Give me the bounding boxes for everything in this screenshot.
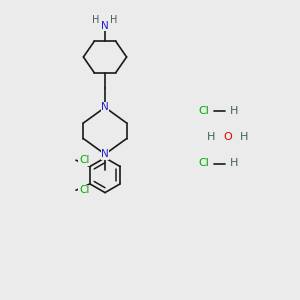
Text: H: H xyxy=(207,131,216,142)
Text: H: H xyxy=(240,131,249,142)
Text: H: H xyxy=(110,15,118,26)
Text: H: H xyxy=(230,106,238,116)
Text: N: N xyxy=(101,149,109,159)
Text: N: N xyxy=(101,21,109,31)
Text: Cl: Cl xyxy=(79,185,89,195)
Text: H: H xyxy=(92,15,100,26)
Text: Cl: Cl xyxy=(198,106,209,116)
Text: H: H xyxy=(230,158,238,169)
Text: O: O xyxy=(224,131,232,142)
Text: Cl: Cl xyxy=(79,155,89,165)
Text: Cl: Cl xyxy=(198,158,209,169)
Text: N: N xyxy=(101,102,109,112)
